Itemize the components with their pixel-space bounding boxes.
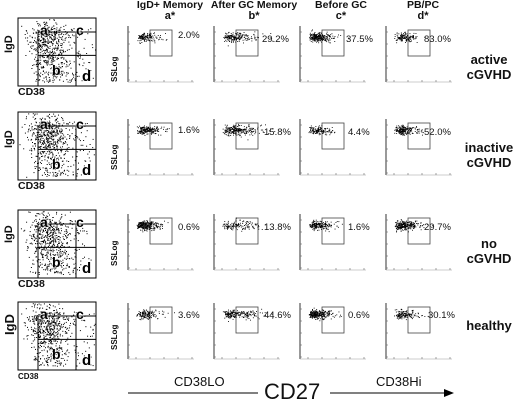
ssc-plot-r1-c2 <box>213 26 280 83</box>
igd-cd38-plot-2 <box>17 111 97 181</box>
ssc-plot-r4-c3 <box>299 303 366 360</box>
column-title-igd-memory: IgD+ Memory a* <box>136 0 204 22</box>
pct-r3-c4: 29.7% <box>424 222 451 233</box>
ssc-plot-r3-c4 <box>385 214 452 271</box>
pct-r1-c4: 83.0% <box>424 34 451 45</box>
ssc-plot-r3-c2 <box>213 214 280 271</box>
quadrant-letter-a-2: a <box>40 116 48 132</box>
ssc-plot-r2-c1 <box>127 119 194 176</box>
pct-r4-c3: 0.6% <box>348 310 370 321</box>
cd38hi-label: CD38Hi <box>376 374 422 389</box>
quadrant-letter-c-4: c <box>76 306 84 322</box>
ssc-plot-r3-c3 <box>299 214 366 271</box>
pct-r1-c1: 2.0% <box>178 30 200 41</box>
ssc-plot-r1-c1 <box>127 26 194 83</box>
row-label-no: no cGVHD <box>466 236 512 266</box>
quadrant-letter-b-2: b <box>52 156 61 172</box>
column-title-before-gc: Before GC c* <box>315 0 367 22</box>
cd38-axis-label-4: CD38 <box>18 372 39 381</box>
quadrant-letter-d-3: d <box>82 260 92 277</box>
quadrant-letter-b-4: b <box>52 346 61 362</box>
cd38-axis-label-3: CD38 <box>18 278 45 290</box>
pct-r2-c1: 1.6% <box>178 125 200 136</box>
pct-r1-c3: 37.5% <box>346 34 373 45</box>
pct-r4-c2: 44.6% <box>264 310 291 321</box>
row-label-active: active cGVHD <box>466 52 512 82</box>
quadrant-letter-d-4: d <box>82 352 92 369</box>
cd27-label: CD27 <box>264 379 321 402</box>
ssc-plot-r1-c4 <box>385 26 452 83</box>
ssc-plot-r3-c1 <box>127 214 194 271</box>
ssc-plot-r2-c2 <box>213 119 280 176</box>
ssc-plot-r2-c4 <box>385 119 452 176</box>
quadrant-letter-a-3: a <box>40 214 48 230</box>
igd-cd38-plot-3 <box>17 209 97 279</box>
pct-r4-c1: 3.6% <box>178 310 200 321</box>
pct-r4-c4: 30.1% <box>428 310 455 321</box>
ssc-plot-r1-c3 <box>299 26 366 83</box>
pct-r3-c3: 1.6% <box>348 222 370 233</box>
pct-r2-c2: 15.8% <box>264 127 291 138</box>
quadrant-letter-b-1: b <box>52 62 61 78</box>
quadrant-letter-a-1: a <box>40 22 48 38</box>
pct-r3-c1: 0.6% <box>178 222 200 233</box>
column-title-after-gc: After GC Memory b* <box>210 0 298 22</box>
quadrant-letter-c-2: c <box>76 116 84 132</box>
quadrant-letter-d-1: d <box>82 68 92 85</box>
cd38lo-label: CD38LO <box>174 374 225 389</box>
igd-cd38-plot-4 <box>17 301 97 371</box>
ssc-plot-r2-c3 <box>299 119 366 176</box>
ssc-plot-r4-c4 <box>385 303 452 360</box>
ssc-plot-r4-c1 <box>127 303 194 360</box>
quadrant-letter-c-1: c <box>76 22 84 38</box>
quadrant-letter-a-4: a <box>40 306 48 322</box>
quadrant-letter-d-2: d <box>82 162 92 179</box>
igd-cd38-plot-1 <box>17 17 97 87</box>
cd38-axis-label-2: CD38 <box>18 180 45 192</box>
pct-r1-c2: 29.2% <box>262 34 289 45</box>
column-title-pbpc: PB/PC d* <box>406 0 440 22</box>
ssc-plot-r4-c2 <box>213 303 280 360</box>
pct-r2-c4: 52.0% <box>424 127 451 138</box>
quadrant-letter-c-3: c <box>76 214 84 230</box>
pct-r2-c3: 4.4% <box>348 127 370 138</box>
quadrant-letter-b-3: b <box>52 254 61 270</box>
row-label-inactive: inactive cGVHD <box>464 140 514 170</box>
cd38-axis-label-1: CD38 <box>18 86 45 98</box>
pct-r3-c2: 13.8% <box>264 222 291 233</box>
row-label-healthy: healthy <box>466 318 512 333</box>
